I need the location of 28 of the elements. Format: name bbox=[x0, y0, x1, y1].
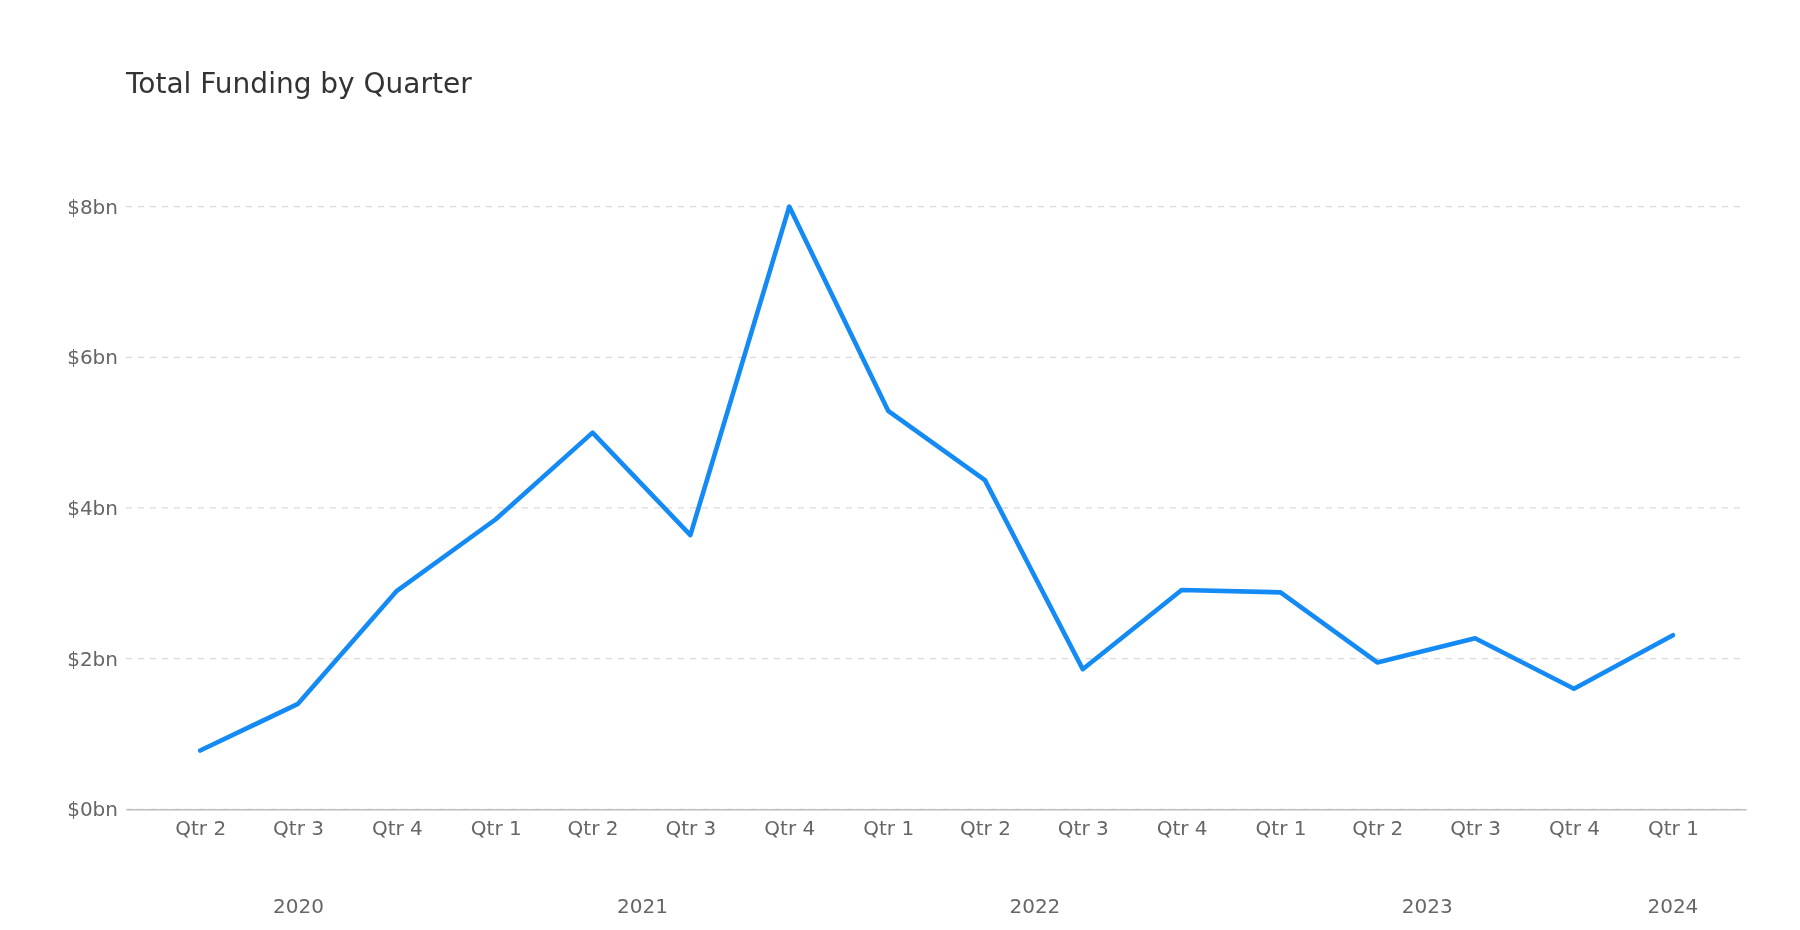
line-series bbox=[197, 204, 1676, 753]
y-tick-label: $4bn bbox=[67, 495, 118, 520]
x-tick-label: Qtr 2 bbox=[959, 816, 1011, 841]
y-tick-label: $8bn bbox=[67, 194, 118, 219]
x-tick-label: Qtr 3 bbox=[1450, 816, 1502, 841]
text: 2022 bbox=[1009, 894, 1061, 919]
x-tick-label: Qtr 2 bbox=[1352, 816, 1404, 841]
x-tick-label: Qtr 4 bbox=[764, 816, 816, 841]
y-tick-label: $0bn bbox=[67, 797, 118, 822]
x-tick-label: Qtr 3 bbox=[273, 816, 324, 841]
x-tick-label: Qtr 2 bbox=[567, 816, 619, 841]
text: 2021 bbox=[617, 894, 668, 919]
text: 2023 bbox=[1401, 894, 1453, 919]
x-tick-label: Qtr 4 bbox=[371, 816, 423, 841]
text: 2024 bbox=[1647, 894, 1699, 919]
x-tick-label: Qtr 3 bbox=[665, 816, 717, 841]
text: 2020 bbox=[273, 894, 324, 919]
y-tick-label: $6bn bbox=[67, 345, 118, 370]
x-tick-label: Qtr 4 bbox=[1156, 816, 1208, 841]
x-tick-label: Qtr 1 bbox=[1255, 816, 1307, 841]
y-tick-label: $2bn bbox=[67, 646, 118, 671]
x-tick-label: Qtr 3 bbox=[1057, 816, 1109, 841]
x-tick-label: Qtr 2 bbox=[175, 816, 227, 841]
x-tick-label: Qtr 1 bbox=[863, 816, 915, 841]
chart-title: Total Funding by Quarter bbox=[125, 67, 473, 100]
x-tick-label: Qtr 4 bbox=[1549, 816, 1600, 841]
x-tick-label: Qtr 1 bbox=[1647, 816, 1699, 841]
x-tick-label: Qtr 1 bbox=[470, 816, 522, 841]
